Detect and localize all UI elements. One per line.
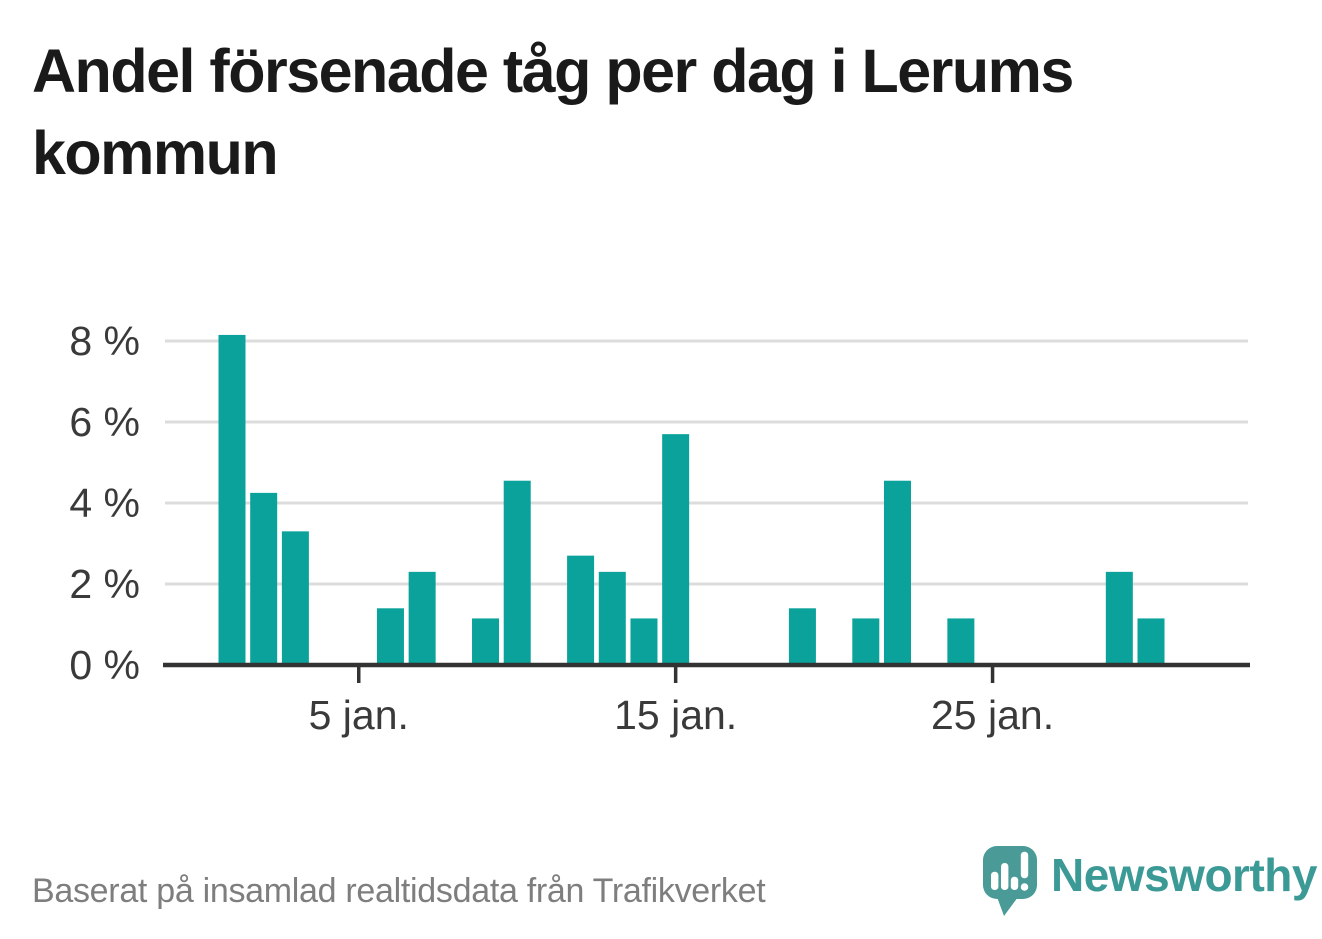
x-axis-ticks: 5 jan. 15 jan. 25 jan. bbox=[309, 667, 1054, 738]
x-tick-label: 5 jan. bbox=[309, 692, 409, 738]
newsworthy-wordmark: Newsworthy bbox=[1051, 849, 1317, 901]
y-axis-labels: 0 % 2 % 4 % 6 % 8 % bbox=[69, 318, 140, 688]
y-tick-label-8pct: 8 % bbox=[69, 318, 140, 364]
bars bbox=[218, 334, 1165, 665]
bar-day-7 bbox=[408, 571, 436, 665]
chart-title: Andel försenade tåg per dag i Lerums kom… bbox=[32, 37, 1074, 187]
bar-day-13 bbox=[598, 571, 626, 665]
x-tick-label: 15 jan. bbox=[614, 692, 737, 738]
newsworthy-speech-bubble-barchart-icon bbox=[983, 846, 1037, 916]
bar-day-9 bbox=[472, 618, 500, 665]
y-tick-label-4pct: 4 % bbox=[69, 480, 140, 526]
y-tick-label-2pct: 2 % bbox=[69, 561, 140, 607]
bar-day-3 bbox=[281, 531, 309, 665]
y-gridlines bbox=[165, 339, 1248, 586]
bar-day-12 bbox=[567, 555, 595, 665]
y-tick-label-0pct: 0 % bbox=[69, 642, 140, 688]
bar-day-29 bbox=[1105, 571, 1133, 665]
bar-day-2 bbox=[250, 492, 278, 665]
bar-day-19 bbox=[788, 608, 816, 665]
bar-day-6 bbox=[376, 608, 404, 665]
newsworthy-logo: Newsworthy bbox=[982, 845, 1317, 923]
bar-day-24 bbox=[947, 618, 975, 665]
y-tick-label-6pct: 6 % bbox=[69, 399, 140, 445]
bar-day-21 bbox=[852, 618, 880, 665]
bar-day-10 bbox=[503, 480, 531, 665]
bar-day-15 bbox=[662, 434, 690, 665]
bar-day-1 bbox=[218, 334, 246, 665]
source-note: Baserat på insamlad realtidsdata från Tr… bbox=[32, 872, 766, 910]
bar-day-22 bbox=[883, 480, 911, 665]
bar-day-14 bbox=[630, 618, 658, 665]
bar-day-30 bbox=[1137, 618, 1165, 665]
x-tick-label: 25 jan. bbox=[931, 692, 1054, 738]
